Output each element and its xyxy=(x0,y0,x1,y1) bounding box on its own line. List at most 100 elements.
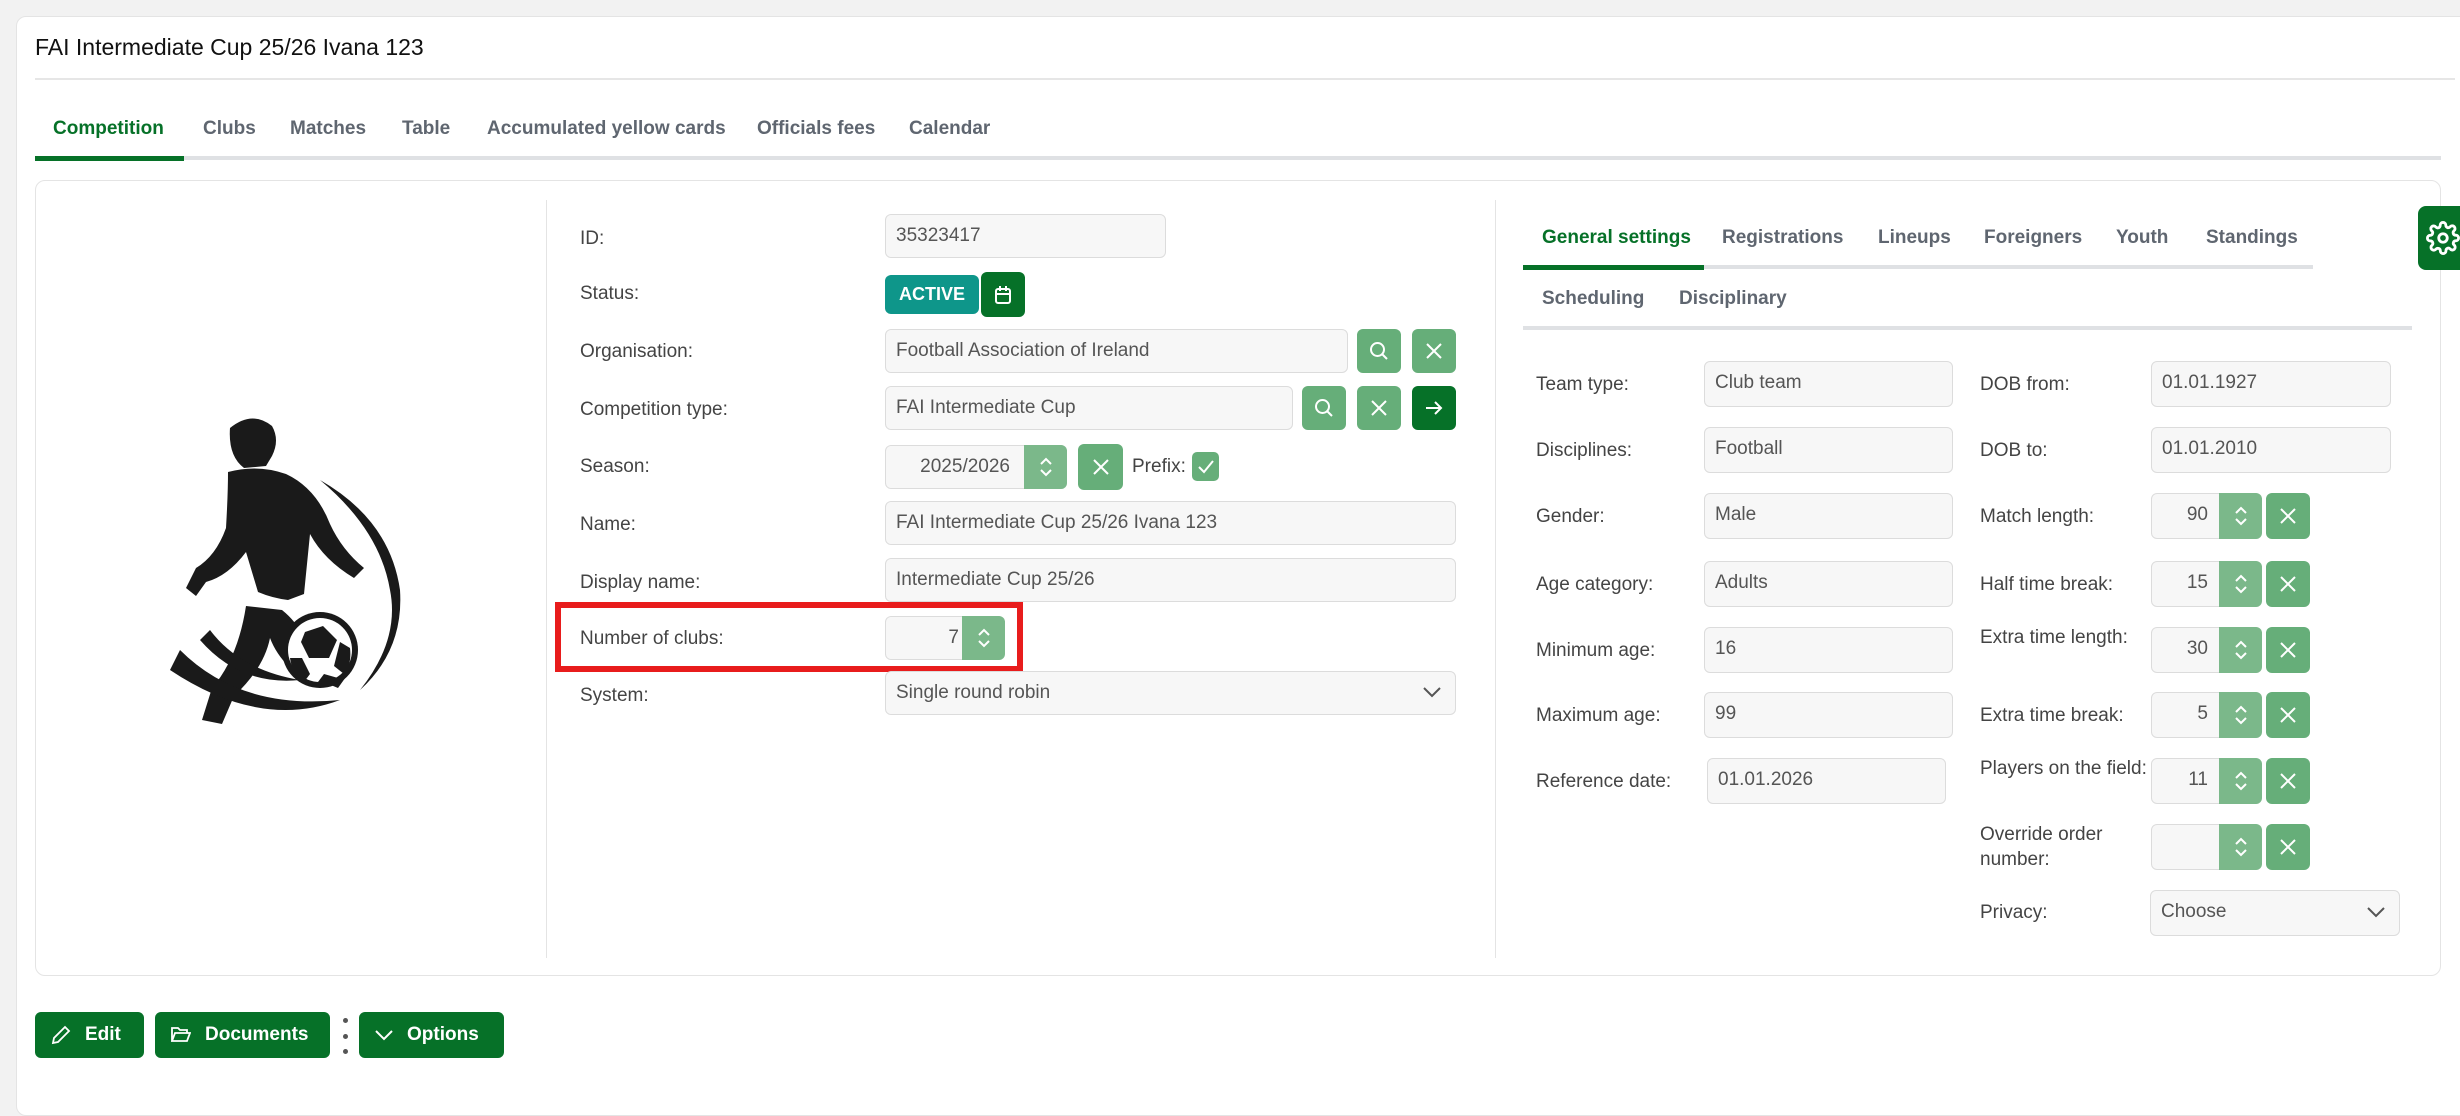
display-name-label: Display name: xyxy=(580,572,701,593)
spinner-label: Players on the field: xyxy=(1980,758,2147,779)
check-icon xyxy=(1197,459,1214,473)
display-name-field: Intermediate Cup 25/26 xyxy=(885,558,1456,602)
chevron-down-icon xyxy=(1039,469,1052,477)
spinner-stepper[interactable] xyxy=(2219,493,2262,539)
general-left-label: Maximum age: xyxy=(1536,705,1661,726)
id-label: ID: xyxy=(580,228,605,249)
competition-type-clear-button[interactable] xyxy=(1357,386,1401,430)
settings-button[interactable] xyxy=(2418,206,2460,270)
tab-calendar[interactable]: Calendar xyxy=(909,118,991,139)
page-title: FAI Intermediate Cup 25/26 Ivana 123 xyxy=(35,34,424,60)
close-icon xyxy=(2280,839,2296,855)
name-field: FAI Intermediate Cup 25/26 Ivana 123 xyxy=(885,501,1456,545)
competition-logo-image xyxy=(150,410,440,745)
tab-registrations[interactable]: Registrations xyxy=(1722,227,1844,248)
tab-standings[interactable]: Standings xyxy=(2206,227,2298,248)
edit-label: Edit xyxy=(85,1024,121,1045)
spinner-stepper[interactable] xyxy=(2219,692,2262,738)
tab-matches[interactable]: Matches xyxy=(290,118,367,139)
tab-youth[interactable]: Youth xyxy=(2116,227,2169,248)
organisation-field: Football Association of Ireland xyxy=(885,329,1348,373)
system-label: System: xyxy=(580,685,649,706)
tab-competition[interactable]: Competition xyxy=(53,118,164,139)
system-value: Single round robin xyxy=(896,682,1051,703)
chevron-up-icon xyxy=(2234,640,2247,648)
dob-to-label: DOB to: xyxy=(1980,440,2048,461)
general-left-label: Minimum age: xyxy=(1536,640,1656,661)
number-of-clubs-stepper[interactable] xyxy=(962,616,1005,660)
tab-foreigners[interactable]: Foreigners xyxy=(1984,227,2083,248)
general-left-label: Gender: xyxy=(1536,506,1605,527)
active-tab-indicator xyxy=(35,156,184,161)
general-left-label: Team type: xyxy=(1536,374,1629,395)
system-select[interactable]: Single round robin xyxy=(885,671,1456,715)
tab-disciplinary[interactable]: Disciplinary xyxy=(1679,288,1787,309)
folder-open-icon xyxy=(171,1027,191,1042)
spinner-label: Override order number: xyxy=(1980,824,2103,870)
tabs-underline xyxy=(1523,326,2412,330)
options-button[interactable]: Options xyxy=(359,1012,504,1058)
spinner-label: Extra time length: xyxy=(1980,627,2128,648)
spinner-stepper[interactable] xyxy=(2219,627,2262,673)
chevron-down-icon xyxy=(977,640,990,648)
chevron-up-icon xyxy=(2234,705,2247,713)
spinner-label: Extra time break: xyxy=(1980,705,2124,726)
chevron-down-icon xyxy=(2367,907,2385,918)
chevron-up-icon xyxy=(2234,837,2247,845)
tab-scheduling[interactable]: Scheduling xyxy=(1542,288,1645,309)
pencil-icon xyxy=(51,1025,71,1045)
spinner-stepper[interactable] xyxy=(2219,561,2262,607)
search-icon xyxy=(1370,342,1388,360)
prefix-checkbox[interactable] xyxy=(1192,452,1219,481)
organisation-clear-button[interactable] xyxy=(1412,329,1456,373)
id-field: 35323417 xyxy=(885,214,1166,258)
highlight-box xyxy=(555,602,1023,672)
tab-accumulated-yellow-cards[interactable]: Accumulated yellow cards xyxy=(487,118,726,139)
close-icon xyxy=(2280,773,2296,789)
calendar-icon xyxy=(995,285,1011,304)
spinner-clear-button[interactable] xyxy=(2266,692,2310,738)
divider xyxy=(35,78,2455,80)
tab-lineups[interactable]: Lineups xyxy=(1878,227,1951,248)
competition-type-search-button[interactable] xyxy=(1302,386,1346,430)
divider xyxy=(1495,200,1496,958)
tab-general-settings[interactable]: General settings xyxy=(1542,227,1691,248)
tabs-underline xyxy=(35,156,2441,160)
more-menu-icon[interactable] xyxy=(338,1018,352,1054)
tab-clubs[interactable]: Clubs xyxy=(203,118,256,139)
spinner-clear-button[interactable] xyxy=(2266,627,2310,673)
tab-table[interactable]: Table xyxy=(402,118,451,139)
spinner-clear-button[interactable] xyxy=(2266,561,2310,607)
competition-type-open-button[interactable] xyxy=(1412,386,1456,430)
privacy-select[interactable]: Choose xyxy=(2150,890,2400,936)
spinner-stepper[interactable] xyxy=(2219,824,2262,870)
close-icon xyxy=(2280,508,2296,524)
privacy-label: Privacy: xyxy=(1980,902,2048,923)
organisation-search-button[interactable] xyxy=(1357,329,1401,373)
spinner-clear-button[interactable] xyxy=(2266,824,2310,870)
tab-officials-fees[interactable]: Officials fees xyxy=(757,118,876,139)
search-icon xyxy=(1315,399,1333,417)
arrow-right-icon xyxy=(1426,401,1443,415)
spinner-label: Match length: xyxy=(1980,506,2095,527)
spinner-stepper[interactable] xyxy=(2219,758,2262,804)
options-label: Options xyxy=(407,1024,479,1045)
dob-from-label: DOB from: xyxy=(1980,374,2070,395)
general-left-field: Male xyxy=(1704,493,1953,539)
close-icon xyxy=(2280,642,2296,658)
season-clear-button[interactable] xyxy=(1078,444,1123,490)
season-stepper[interactable] xyxy=(1024,445,1067,489)
status-history-button[interactable] xyxy=(981,272,1025,317)
chevron-down-icon xyxy=(2234,518,2247,526)
edit-button[interactable]: Edit xyxy=(35,1012,144,1058)
chevron-up-icon xyxy=(2234,574,2247,582)
general-left-label: Disciplines: xyxy=(1536,440,1633,461)
spinner-clear-button[interactable] xyxy=(2266,758,2310,804)
documents-button[interactable]: Documents xyxy=(155,1012,330,1058)
season-label: Season: xyxy=(580,456,650,477)
chevron-up-icon xyxy=(2234,771,2247,779)
general-left-field: 01.01.2026 xyxy=(1707,758,1946,804)
close-icon xyxy=(2280,707,2296,723)
spinner-clear-button[interactable] xyxy=(2266,493,2310,539)
status-label: Status: xyxy=(580,283,640,304)
